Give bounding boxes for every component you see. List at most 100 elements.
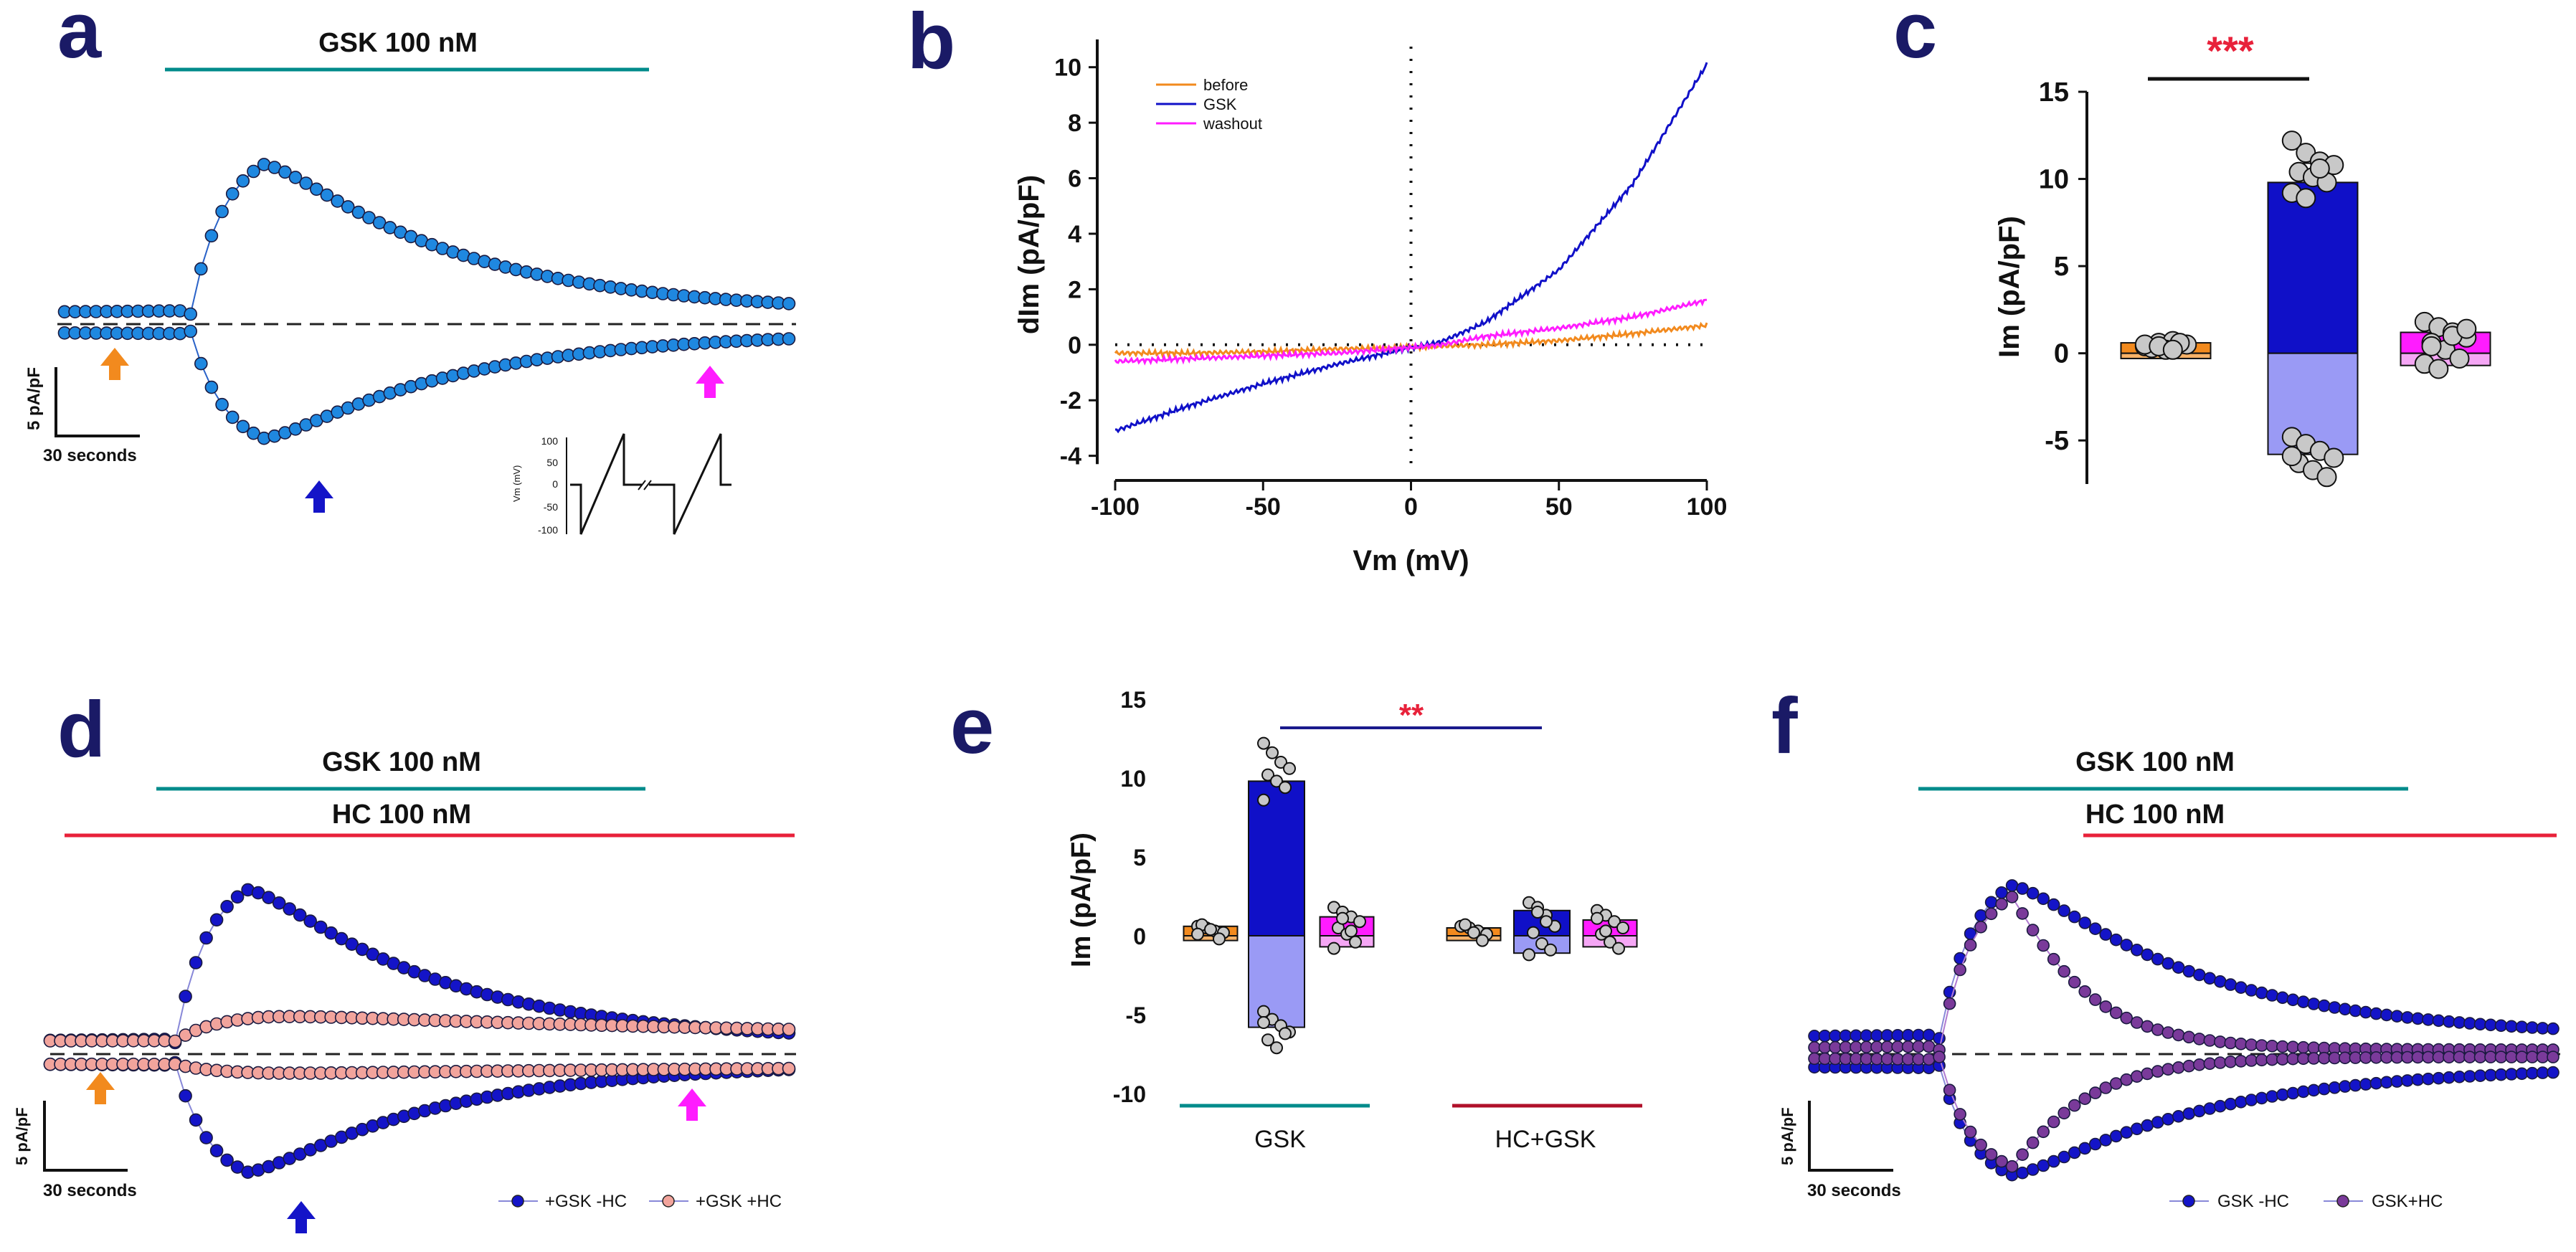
outward-point — [2276, 1040, 2289, 1053]
outward-point — [1829, 1040, 1842, 1054]
inward-point — [2235, 1096, 2248, 1109]
inward-point — [2432, 1051, 2445, 1064]
c-washout-point — [2456, 318, 2477, 339]
inward-point — [2161, 1113, 2174, 1126]
c-gsk-outward-point — [2309, 158, 2330, 179]
inward-point — [2068, 1146, 2081, 1159]
inward-point — [2047, 1115, 2060, 1129]
outward-point — [1839, 1029, 1852, 1043]
inward-point — [2473, 1069, 2487, 1082]
e-point — [1544, 943, 1557, 957]
inward-point — [2078, 1092, 2091, 1105]
c-gsk-inward-point — [2316, 467, 2337, 488]
outward-point — [2286, 1040, 2300, 1053]
outward-point — [2265, 1040, 2279, 1053]
inward-point — [2058, 1106, 2070, 1120]
legend-washout-text: washout — [1203, 115, 1262, 133]
e-point — [1261, 1033, 1274, 1047]
y-tick-label: 10 — [2039, 165, 2069, 195]
inward-point — [2078, 1142, 2091, 1155]
panel-e-group-gsk: GSK — [1254, 1126, 1306, 1153]
outward-point — [2130, 944, 2144, 957]
e-GSK-GSK-outward-bar — [1248, 780, 1305, 937]
inward-point — [1829, 1052, 1842, 1066]
outward-point — [2141, 948, 2154, 962]
inward-point — [2016, 1166, 2029, 1180]
outward-point — [309, 182, 323, 196]
outward-point — [204, 229, 219, 243]
outward-point — [1954, 952, 1966, 965]
panel-c-chart: -5 0 5 10 15 Im (pA/pF) — [1994, 77, 2491, 488]
e-point — [1353, 915, 1366, 929]
e-point — [1467, 926, 1480, 939]
inward-point — [2120, 1073, 2133, 1086]
inward-point — [782, 332, 796, 346]
inward-point — [2193, 1058, 2206, 1071]
inward-point — [2224, 1097, 2238, 1111]
outward-point — [362, 211, 376, 224]
outward-point — [220, 900, 234, 914]
outward-point — [2401, 1011, 2414, 1024]
outward-point — [293, 908, 307, 922]
outward-point — [2109, 933, 2123, 947]
inward-point — [189, 1113, 203, 1127]
y-tick-label: 5 — [2054, 252, 2069, 282]
inward-point — [2473, 1051, 2487, 1063]
before-arrow-icon — [100, 348, 129, 380]
panel-f-scale-bar — [1808, 1101, 1893, 1172]
outward-point — [1860, 1029, 1873, 1042]
inward-point — [2182, 1059, 2196, 1073]
inward-point — [2047, 1154, 2060, 1168]
y-axis-label: Im (pA/pF) — [1066, 833, 1097, 967]
outward-point — [2453, 1016, 2466, 1029]
outward-point — [2130, 1016, 2144, 1029]
inward-point — [2318, 1051, 2331, 1065]
y-tick-label: 10 — [1054, 54, 1081, 82]
x-axis-label: Vm (mV) — [1353, 545, 1469, 577]
y-tick-label: -10 — [1113, 1081, 1146, 1107]
panel-f-scale-y: 5 pA/pF — [1779, 1107, 1796, 1165]
inward-point — [2182, 1107, 2196, 1120]
inward-point — [2536, 1066, 2549, 1079]
y-tick-label: 15 — [2039, 77, 2069, 108]
y-tick-label: 2 — [1068, 276, 1081, 303]
inward-point — [2547, 1066, 2560, 1079]
outward-point — [1808, 1030, 1821, 1043]
outward-point — [2182, 1030, 2196, 1044]
inward-point — [2224, 1056, 2238, 1068]
inward-point — [2255, 1053, 2268, 1067]
inward-point — [2109, 1129, 2123, 1143]
y-tick-label: 0 — [1068, 332, 1081, 359]
inward-point — [2547, 1051, 2560, 1063]
e-point — [1336, 911, 1349, 925]
outward-point — [2172, 1028, 2185, 1042]
outward-point — [184, 307, 198, 321]
panel-c: c -5 0 5 10 15 Im (pA/pF) *** — [1893, 0, 2491, 488]
y-tick-label: -5 — [1126, 1002, 1146, 1028]
outward-point — [2203, 1034, 2217, 1047]
outward-point — [1829, 1029, 1842, 1043]
inward-point — [2151, 1116, 2164, 1129]
outward-point — [2369, 1007, 2383, 1020]
e-point — [1261, 768, 1274, 782]
inward-point — [2484, 1051, 2497, 1063]
inward-point — [2369, 1076, 2383, 1090]
inward-point — [2005, 1159, 2019, 1173]
outward-point — [230, 890, 245, 904]
inward-point — [2286, 1086, 2300, 1100]
inward-point — [782, 1061, 796, 1076]
inward-point — [2088, 1086, 2102, 1099]
panel-f-dots — [1808, 879, 2560, 1182]
panel-f: f GSK 100 nM HC 100 nM 5 pA/pF 30 second… — [1771, 682, 2560, 1211]
inward-point — [2297, 1052, 2310, 1066]
panel-d: d GSK 100 nM HC 100 nM 5 pA/pF 30 second… — [13, 686, 796, 1233]
inward-point — [179, 1089, 192, 1103]
inset-tick-m50: -50 — [544, 501, 558, 513]
inward-point — [2401, 1051, 2414, 1064]
panel-e-chart: -10 -5 0 5 10 15 Im (pA/pF) — [1066, 687, 1638, 1107]
outward-point — [2078, 985, 2091, 998]
inward-point — [2245, 1054, 2258, 1067]
inward-point — [2265, 1090, 2279, 1103]
x-tick-label: 50 — [1545, 493, 1573, 521]
